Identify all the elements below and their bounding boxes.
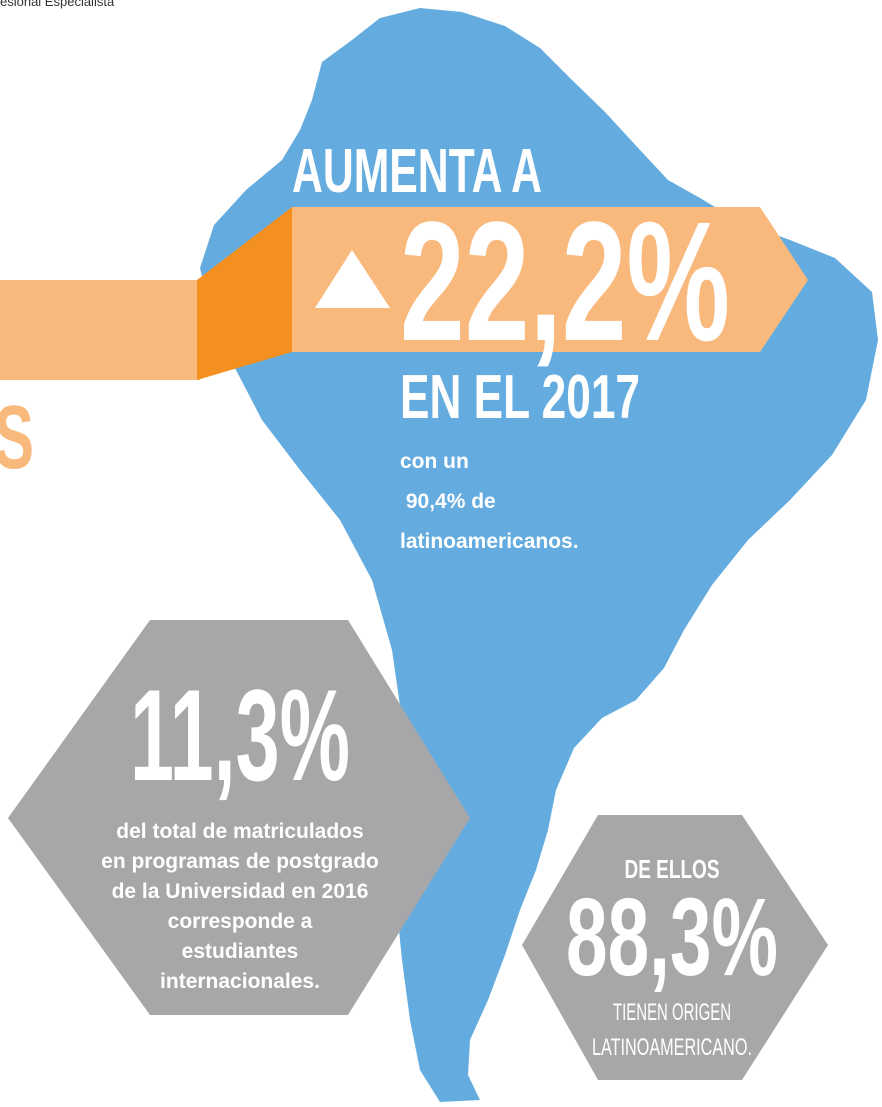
banner-bottom: EN EL 2017: [400, 363, 640, 432]
left-hexagon: [8, 620, 470, 1015]
header-text: esional Especialista: [0, 0, 115, 9]
banner-left: [0, 280, 200, 380]
left-line: de la Universidad en 2016: [112, 880, 369, 903]
right-line: TIENEN ORIGEN: [613, 999, 731, 1026]
note-line: 90,4% de: [400, 490, 496, 513]
left-value: 11,3%: [130, 662, 350, 808]
side-letter: S: [0, 388, 34, 488]
right-line: LATINOAMERICANO.: [592, 1034, 752, 1061]
left-line: en programas de postgrado: [101, 850, 379, 873]
left-line: del total de matriculados: [116, 820, 363, 843]
left-line: internacionales.: [160, 970, 320, 993]
banner-top: AUMENTA A: [292, 137, 542, 206]
right-top: DE ELLOS: [625, 854, 720, 884]
banner-arrow: [292, 207, 808, 352]
left-line: estudiantes: [182, 940, 299, 963]
banner-fold: [197, 207, 292, 380]
right-lines: TIENEN ORIGEN LATINOAMERICANO.: [592, 999, 752, 1061]
note-line: con un: [400, 450, 469, 473]
left-lines: del total de matriculados en programas de…: [101, 820, 379, 993]
up-triangle: [315, 250, 390, 308]
right-value: 88,3%: [566, 876, 778, 999]
note-line: latinoamericanos.: [400, 530, 579, 553]
banner-value: 22,2%: [400, 187, 730, 377]
right-hexagon: [522, 815, 828, 1080]
left-line: corresponde a: [168, 910, 313, 933]
